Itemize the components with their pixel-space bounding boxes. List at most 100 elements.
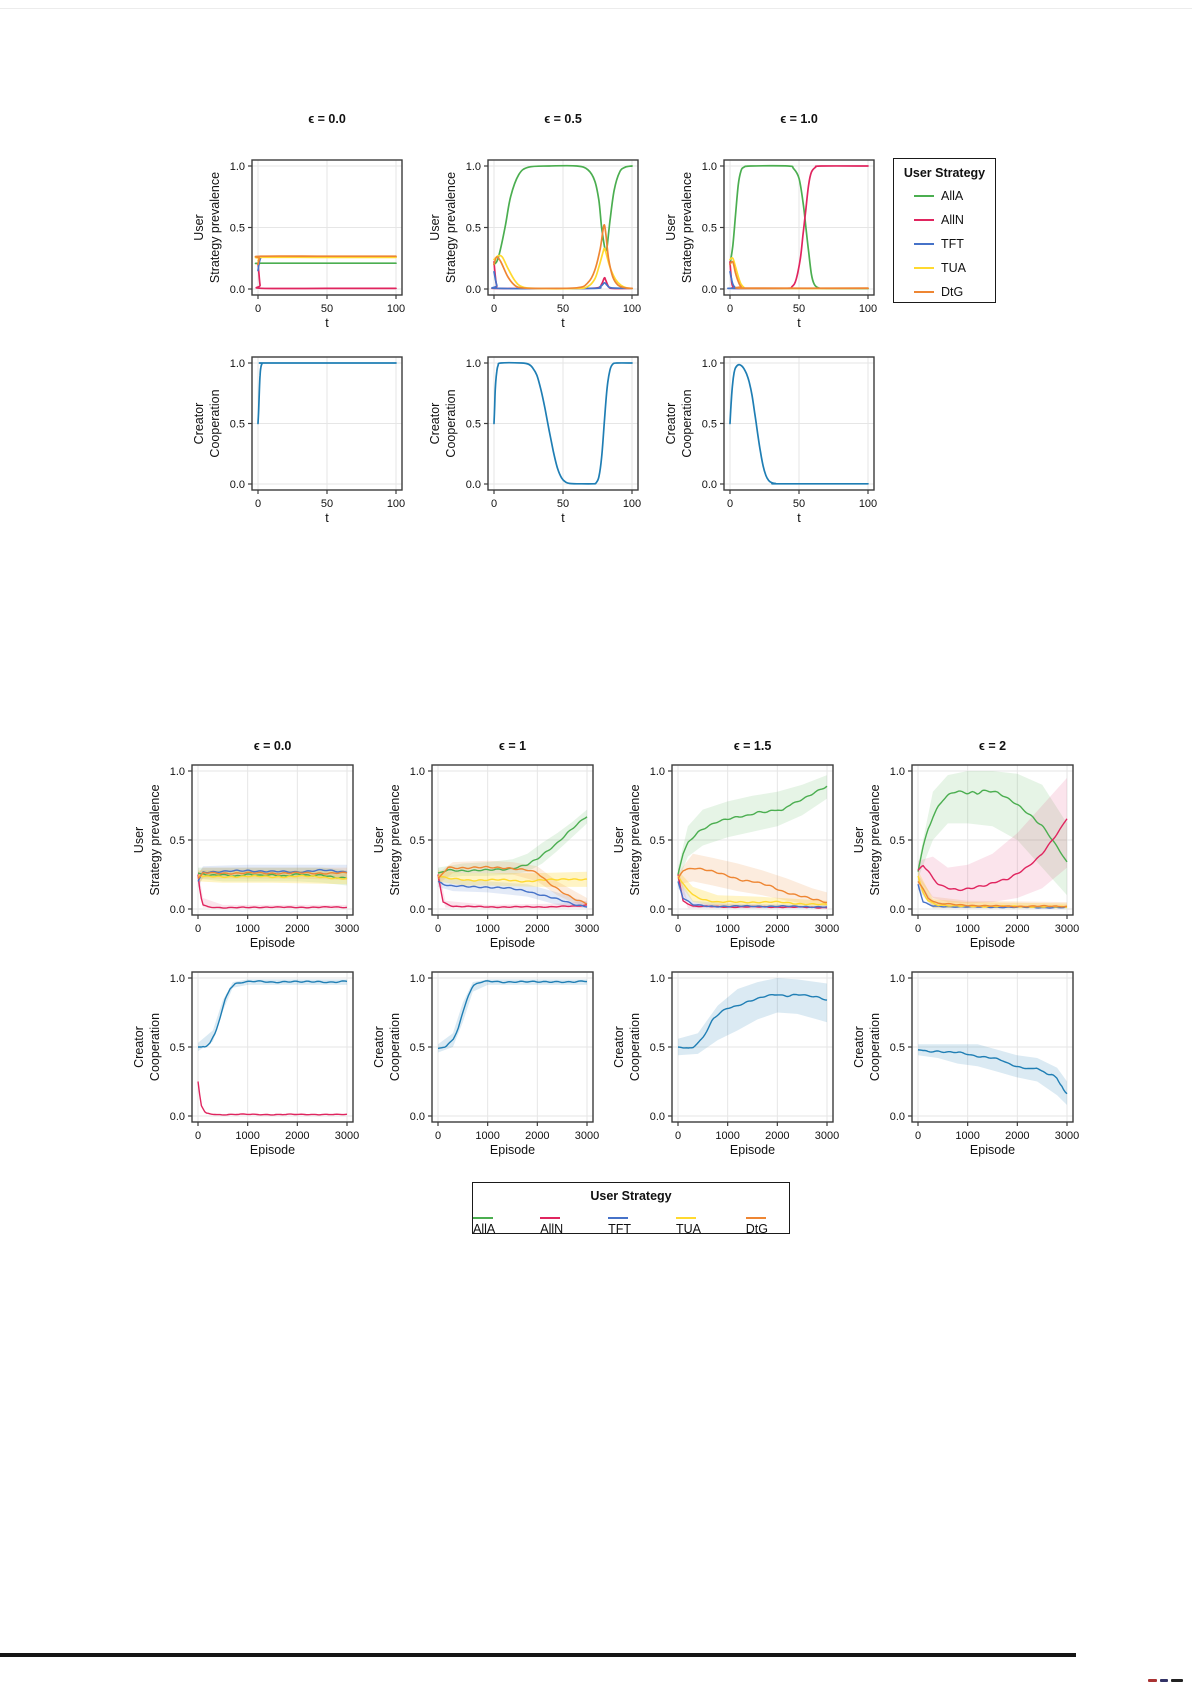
legend-entry-AllA: AllA xyxy=(894,184,995,208)
x-tick-label: 1000 xyxy=(235,1130,259,1142)
series-line-Cooperation xyxy=(729,363,869,485)
legend-entry-label: DtG xyxy=(941,285,964,299)
series-band-AllN xyxy=(918,777,1067,904)
y-axis-label-line: Strategy prevalence xyxy=(628,784,642,896)
x-tick-label: 50 xyxy=(557,303,569,315)
y-axis-label-line: Creator xyxy=(612,1026,626,1068)
x-axis-label: Episode xyxy=(489,1143,536,1157)
legend-line-sample xyxy=(914,219,934,221)
x-tick-label: 2000 xyxy=(765,1130,789,1142)
x-tick-label: 100 xyxy=(859,303,877,315)
legend-entry-TUA: TUA xyxy=(894,256,995,280)
panel-frame xyxy=(191,971,354,1123)
panel-frame xyxy=(911,971,1074,1123)
y-tick-label: 0.5 xyxy=(410,1042,425,1054)
y-tick-label: 0.0 xyxy=(702,479,717,491)
y-tick-label: 1.0 xyxy=(702,358,717,370)
y-tick-label: 1.0 xyxy=(466,358,481,370)
y-axis-label-line: Cooperation xyxy=(444,389,458,458)
panel-evolutionary-dynamics-r0-c2: 0.0 0.5 1.0 0 50 100 xyxy=(702,159,877,315)
y-axis-label-line: Cooperation xyxy=(868,1012,882,1082)
y-tick-label: 1.0 xyxy=(890,973,905,985)
x-tick-label: 3000 xyxy=(1055,1130,1079,1142)
panel-frame xyxy=(911,764,1074,916)
x-tick-label: 100 xyxy=(387,498,405,510)
x-axis-label: t xyxy=(325,511,329,525)
series-line-AllN xyxy=(729,165,869,290)
panel-frame xyxy=(671,764,834,916)
series-band-AllA xyxy=(918,771,1067,896)
y-tick-label: 0.0 xyxy=(230,284,245,296)
y-axis-label-line: Strategy prevalence xyxy=(680,171,694,284)
series-band-Cooperation xyxy=(678,978,827,1056)
legend-entry-label: AllN xyxy=(941,213,964,227)
y-axis-label-line: User xyxy=(852,826,866,854)
x-tick-label: 3000 xyxy=(575,923,599,935)
y-tick-label: 1.0 xyxy=(702,161,717,173)
series-line-AllN xyxy=(491,261,633,290)
panel-frame xyxy=(671,971,834,1123)
x-tick-label: 0 xyxy=(727,303,733,315)
y-tick-label: 0.0 xyxy=(702,284,717,296)
y-axis-label-line: Cooperation xyxy=(148,1012,162,1082)
series-line-TFT xyxy=(491,270,633,290)
series-band-Cooperation xyxy=(438,979,587,1053)
legend-entry-AllA: AllA xyxy=(473,1208,516,1236)
x-tick-label: 3000 xyxy=(1055,923,1079,935)
y-tick-label: 0.5 xyxy=(890,1042,905,1054)
x-tick-label: 50 xyxy=(793,303,805,315)
panel-evolutionary-dynamics-r1-c2: 0.0 0.5 1.0 0 50 100 xyxy=(702,356,877,510)
x-tick-label: 0 xyxy=(675,923,681,935)
y-tick-label: 1.0 xyxy=(230,161,245,173)
y-tick-label: 0.5 xyxy=(702,223,717,235)
x-axis-label: t xyxy=(561,511,565,525)
series-band-AllA xyxy=(198,867,347,886)
legend-entries: AllA AllN TFT TUA DtG xyxy=(894,184,995,304)
legend-entry-label: AllA xyxy=(473,1222,496,1236)
series-band-TFT xyxy=(438,875,587,909)
series-line-Cooperation xyxy=(437,980,587,1050)
x-tick-label: 0 xyxy=(491,303,497,315)
x-tick-label: 0 xyxy=(727,498,733,510)
series-line-TUA xyxy=(917,875,1068,908)
y-axis-label: Creator Cooperation xyxy=(190,357,224,490)
series-line-Cooperation xyxy=(677,993,828,1049)
y-tick-label: 1.0 xyxy=(230,358,245,370)
panel-frame xyxy=(723,356,875,491)
x-tick-label: 100 xyxy=(623,498,641,510)
x-tick-label: 2000 xyxy=(765,923,789,935)
y-tick-label: 0.5 xyxy=(650,1042,665,1054)
legend-entry-AllN: AllN xyxy=(894,208,995,232)
y-axis-label: User Strategy prevalence xyxy=(426,160,460,295)
x-tick-label: 100 xyxy=(387,303,405,315)
series-line-AllA xyxy=(197,872,348,880)
y-axis-label: Creator Cooperation xyxy=(662,357,696,490)
panel-title: ϵ = 1.5 xyxy=(733,739,772,753)
legend-entry-label: TFT xyxy=(608,1222,632,1236)
series-line-AllA xyxy=(917,789,1068,872)
x-axis-label: t xyxy=(325,316,329,330)
y-axis-label-line: Strategy prevalence xyxy=(388,784,402,896)
x-tick-label: 50 xyxy=(557,498,569,510)
y-tick-label: 1.0 xyxy=(650,766,665,778)
x-tick-label: 0 xyxy=(915,1130,921,1142)
page-top-rule xyxy=(0,8,1192,9)
y-axis-label-line: Strategy prevalence xyxy=(444,171,458,284)
cropped-text-fragment xyxy=(1148,1674,1192,1682)
y-axis-label-line: Strategy prevalence xyxy=(868,784,882,896)
y-tick-label: 0.5 xyxy=(170,1042,185,1054)
x-tick-label: 1000 xyxy=(715,923,739,935)
series-band-DtG xyxy=(198,867,347,885)
y-tick-label: 0.5 xyxy=(466,223,481,235)
x-tick-label: 50 xyxy=(321,303,333,315)
y-tick-label: 0.0 xyxy=(650,1111,665,1123)
legend-line-sample xyxy=(540,1217,561,1219)
panel-title: ϵ = 1.0 xyxy=(780,112,818,126)
y-axis-label: Creator Cooperation xyxy=(370,972,404,1122)
series-band-DtG xyxy=(678,853,827,907)
y-tick-label: 1.0 xyxy=(466,161,481,173)
y-axis-label: User Strategy prevalence xyxy=(662,160,696,295)
